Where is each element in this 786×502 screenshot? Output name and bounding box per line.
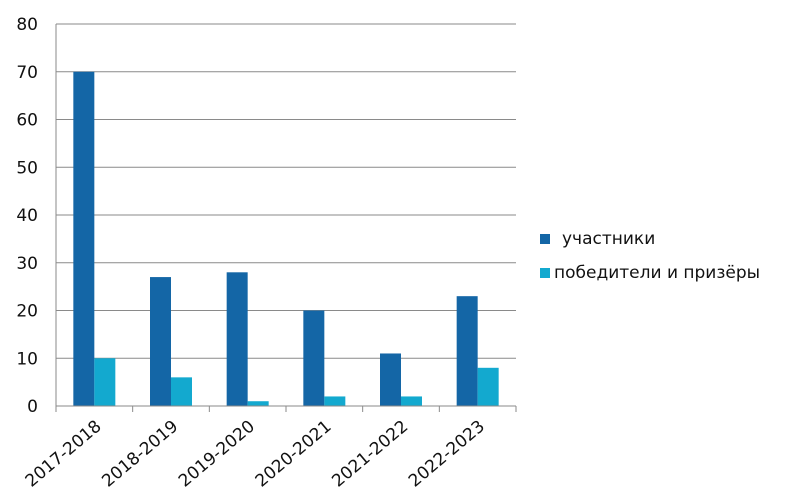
bar-participants-2020-2021 [303, 310, 325, 406]
x-tick-label: 2020-2021 [252, 417, 336, 492]
y-tick-label: 40 [16, 206, 38, 226]
x-tick-label: 2019-2020 [175, 417, 259, 492]
y-tick-label: 50 [16, 158, 38, 178]
y-tick-label: 80 [16, 15, 38, 35]
legend-swatch [540, 268, 550, 278]
legend-label: участники [562, 229, 655, 249]
bar-winners-2022-2023 [477, 367, 499, 406]
bar-participants-2022-2023 [456, 296, 478, 406]
gridlines [56, 23, 516, 359]
bar-winners-2017-2018 [94, 358, 116, 406]
bars [73, 71, 499, 406]
x-tick-label: 2018-2019 [98, 417, 182, 492]
y-axis-ticks: 0 10 20 30 40 50 60 70 80 [16, 15, 38, 417]
bar-participants-2017-2018 [73, 71, 95, 406]
x-axis-ticks: 2017-20182018-20192019-20202020-20212021… [22, 417, 489, 492]
axes [55, 24, 517, 412]
bar-winners-2021-2022 [401, 396, 422, 406]
bar-participants-2019-2020 [226, 272, 248, 406]
x-tick-label: 2022-2023 [405, 417, 489, 492]
bar-winners-2019-2020 [247, 401, 269, 406]
y-tick-label: 20 [16, 302, 38, 322]
y-tick-label: 0 [27, 397, 38, 417]
legend-label: победители и призёры [554, 263, 760, 283]
bar-winners-2020-2021 [324, 396, 346, 406]
bar-participants-2018-2019 [150, 277, 171, 406]
y-tick-label: 70 [16, 63, 38, 83]
y-tick-label: 60 [16, 111, 38, 131]
bar-winners-2018-2019 [171, 377, 192, 406]
y-tick-label: 10 [16, 349, 38, 369]
legend: участники победители и призёры [540, 229, 760, 283]
x-tick-label: 2021-2022 [328, 417, 412, 492]
bar-participants-2021-2022 [380, 353, 401, 406]
x-tick-label: 2017-2018 [22, 417, 106, 492]
y-tick-label: 30 [16, 254, 38, 274]
legend-swatch [540, 234, 550, 244]
